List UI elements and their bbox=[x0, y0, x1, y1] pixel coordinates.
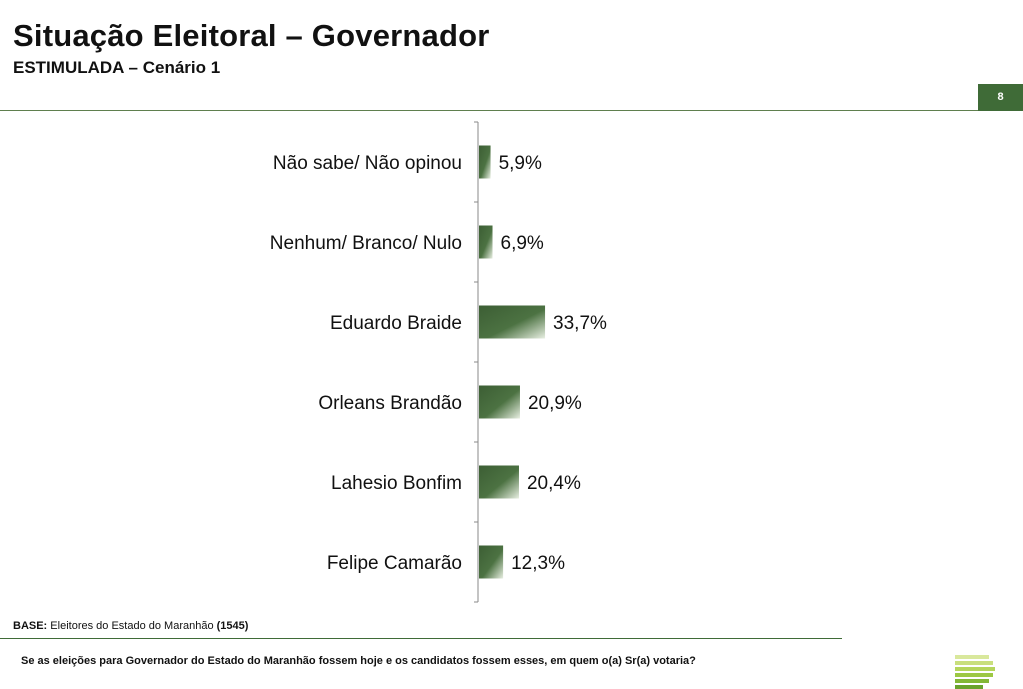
value-label: 12,3% bbox=[511, 553, 565, 574]
footer-divider bbox=[0, 638, 842, 639]
base-text: Eleitores do Estado do Maranhão bbox=[50, 620, 214, 632]
bar bbox=[479, 145, 491, 179]
bar bbox=[479, 545, 504, 579]
category-label: Felipe Camarão bbox=[327, 553, 462, 574]
value-label: 5,9% bbox=[499, 153, 542, 174]
value-label: 33,7% bbox=[553, 313, 607, 334]
page-subtitle: ESTIMULADA – Cenário 1 bbox=[13, 58, 221, 77]
page-title: Situação Eleitoral – Governador bbox=[13, 18, 490, 53]
bar bbox=[479, 465, 519, 499]
bar bbox=[479, 305, 546, 339]
category-label: Nenhum/ Branco/ Nulo bbox=[270, 233, 462, 254]
category-label: Orleans Brandão bbox=[318, 393, 462, 414]
category-label: Eduardo Braide bbox=[330, 313, 462, 334]
header-divider bbox=[0, 110, 1023, 111]
value-label: 20,9% bbox=[528, 393, 582, 414]
base-count: (1545) bbox=[216, 620, 249, 632]
page-number-badge: 8 bbox=[978, 84, 1023, 111]
base-note: BASE: Eleitores do Estado do Maranhão (1… bbox=[13, 620, 248, 632]
value-label: 6,9% bbox=[501, 233, 544, 254]
category-label: Lahesio Bonfim bbox=[331, 473, 462, 494]
category-label: Não sabe/ Não opinou bbox=[273, 153, 462, 174]
logo-icon bbox=[955, 655, 995, 689]
base-label: BASE: bbox=[13, 620, 48, 632]
bar bbox=[479, 385, 520, 419]
value-label: 20,4% bbox=[527, 473, 581, 494]
survey-question: Se as eleições para Governador do Estado… bbox=[21, 655, 696, 667]
bar bbox=[479, 225, 493, 259]
